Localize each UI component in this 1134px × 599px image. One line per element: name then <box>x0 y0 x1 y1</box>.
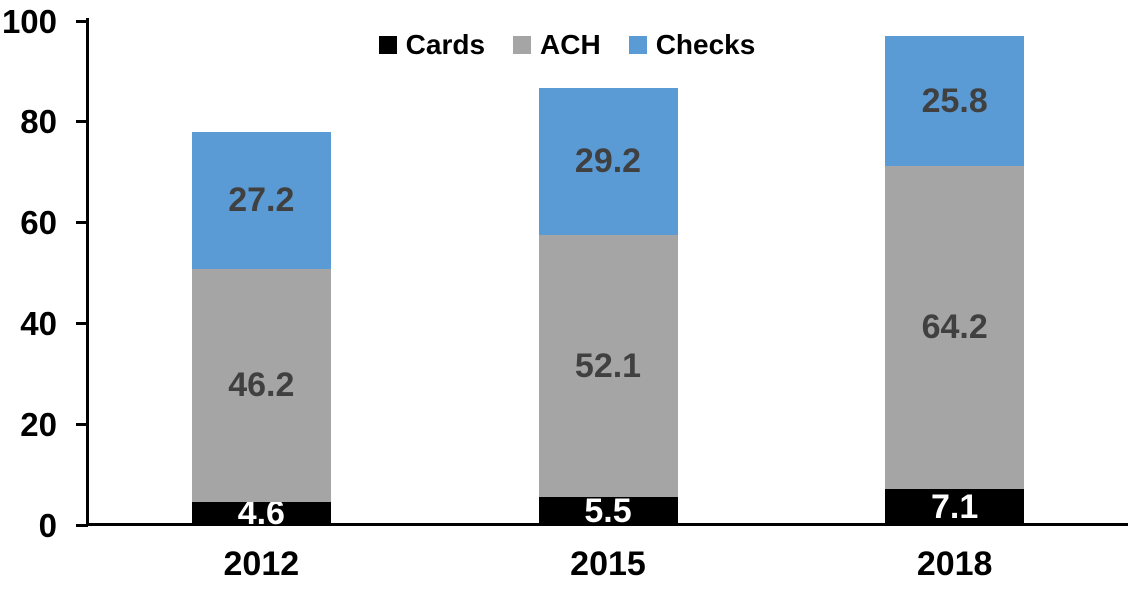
y-tick-mark <box>76 19 88 23</box>
legend-label: ACH <box>540 29 601 60</box>
chart-legend: Cards ACH Checks <box>0 31 1134 59</box>
y-axis-line <box>86 18 89 526</box>
bar-value-label: 46.2 <box>228 366 295 405</box>
legend-item-checks: Checks <box>628 29 756 60</box>
bar-value-label: 27.2 <box>228 181 295 220</box>
y-tick-label: 100 <box>1 2 57 40</box>
y-tick-mark <box>76 422 88 426</box>
legend-swatch-cards <box>378 36 397 54</box>
y-tick-label: 40 <box>20 304 57 342</box>
bar-segment-cards-2018: 7.1 <box>885 488 1025 527</box>
bar-segment-checks-2012: 27.2 <box>191 131 331 269</box>
y-tick-mark <box>76 120 88 124</box>
legend-label: Checks <box>655 29 756 60</box>
y-tick-mark <box>76 321 88 325</box>
bar-value-label: 25.8 <box>921 81 988 120</box>
y-tick-label: 0 <box>38 506 57 544</box>
bar-value-label: 4.6 <box>237 494 285 533</box>
y-tick-label: 20 <box>20 405 57 443</box>
bar-segment-ach-2018: 64.2 <box>885 165 1025 490</box>
x-axis-label-2015: 2015 <box>570 545 646 583</box>
y-tick-label: 80 <box>20 103 57 141</box>
bar-segment-checks-2018: 25.8 <box>885 35 1025 166</box>
x-axis-label-2012: 2012 <box>223 545 300 583</box>
legend-item-ach: ACH <box>513 31 601 59</box>
y-tick-mark <box>76 221 88 225</box>
bar-segment-cards-2012: 4.6 <box>191 496 331 530</box>
bar-segment-ach-2012: 46.2 <box>191 268 331 502</box>
bar-value-label: 7.1 <box>931 488 979 527</box>
bar-segment-cards-2015: 5.5 <box>538 492 678 531</box>
legend-item-cards: Cards <box>378 29 486 60</box>
legend-swatch-checks <box>628 36 647 54</box>
legend-label: Cards <box>405 29 486 60</box>
y-tick-label: 60 <box>20 204 57 242</box>
bar-segment-ach-2015: 52.1 <box>538 234 678 498</box>
legend-swatch-ach <box>513 36 532 54</box>
bar-value-label: 29.2 <box>574 142 642 181</box>
x-axis-label-2018: 2018 <box>916 545 993 583</box>
bar-value-label: 64.2 <box>921 308 988 347</box>
bar-value-label: 52.1 <box>574 346 642 385</box>
y-tick-mark <box>76 523 88 527</box>
bar-segment-checks-2015: 29.2 <box>538 87 678 235</box>
bar-value-label: 5.5 <box>584 492 632 531</box>
